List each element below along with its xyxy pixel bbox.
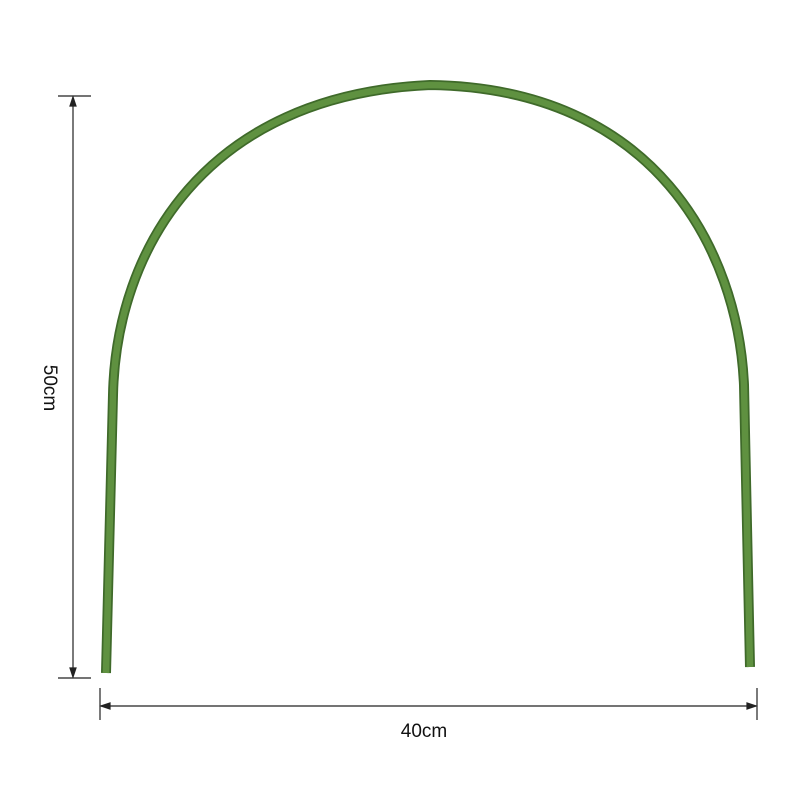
hoop-body	[102, 81, 754, 674]
width-label: 40cm	[401, 721, 447, 742]
height-arrow-bottom	[69, 667, 77, 679]
height-label: 50cm	[39, 365, 60, 411]
width-dimension	[99, 688, 758, 720]
garden-hoop	[101, 79, 755, 674]
height-arrow-top	[69, 95, 77, 107]
width-arrow-left	[99, 702, 111, 710]
height-dimension	[58, 95, 91, 679]
width-arrow-right	[746, 702, 758, 710]
